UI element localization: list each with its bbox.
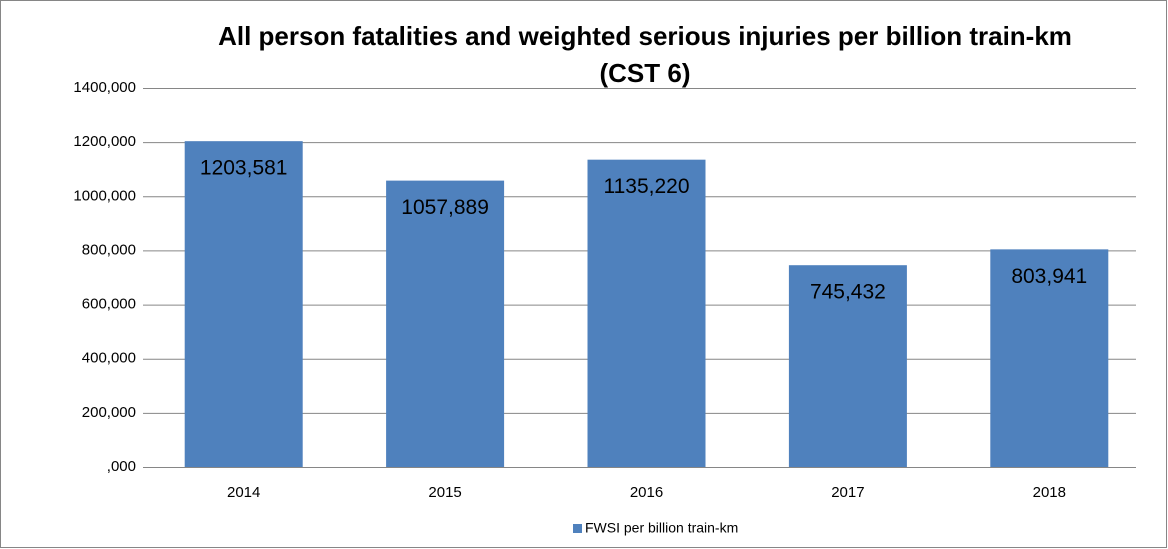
legend-label: FWSI per billion train-km [585,520,738,536]
y-tick-label: 400,000 [82,350,136,367]
data-label: 1057,889 [401,196,489,219]
x-tick-label: 2015 [428,484,461,501]
bar [587,159,706,467]
legend-swatch [573,524,582,533]
data-label: 1135,220 [603,175,689,198]
chart-title: All person fatalities and weighted serio… [218,21,1072,51]
bar [386,180,505,468]
chart-title: (CST 6) [600,58,691,88]
y-tick-label: 1000,000 [73,187,136,204]
x-tick-label: 2016 [630,484,663,501]
y-tick-label: 1200,000 [73,133,136,150]
x-tick-label: 2018 [1033,484,1066,501]
data-label: 803,941 [1011,265,1087,288]
data-label: 1203,581 [200,157,288,180]
y-tick-label: ,000 [107,458,136,475]
y-tick-label: 600,000 [82,296,136,313]
x-tick-label: 2014 [227,484,260,501]
y-tick-label: 1400,000 [73,79,136,96]
bar [788,265,907,467]
x-tick-label: 2017 [831,484,864,501]
y-tick-label: 200,000 [82,404,136,421]
bar [184,141,303,467]
y-tick-label: 800,000 [82,241,136,258]
bar [990,249,1109,467]
data-label: 745,432 [810,281,886,304]
